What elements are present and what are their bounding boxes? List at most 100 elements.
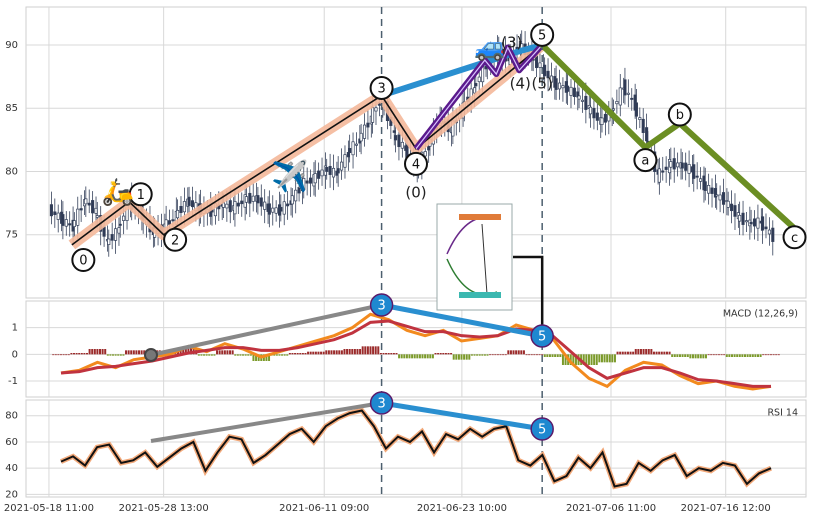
macd-histogram-bar [226,350,229,355]
macd-histogram-bar [694,354,697,359]
macd-histogram-bar [457,354,460,360]
macd-histogram-bar [366,346,369,355]
rsi-wave-marker-label: 3 [377,397,385,412]
candle-body [630,97,634,100]
wave-label: 1 [137,188,145,203]
candle-body [718,194,722,201]
macd-histogram-bar [314,351,317,355]
macd-wave-marker [369,293,394,317]
macd-histogram-bar [626,351,629,355]
macd-histogram-bar [122,354,125,356]
candle-body [374,107,378,112]
macd-histogram-bar [418,354,421,359]
wave-label-circle [369,75,394,100]
macd-histogram-bar [556,354,559,357]
macd-histogram-bar [127,350,130,355]
macd-histogram-bar [639,349,642,355]
macd-histogram-bar [697,354,700,359]
macd-histogram-bar [595,354,598,365]
macd-histogram-bar [247,354,250,356]
macd-histogram-bar [353,349,356,355]
macd-histogram-bar [333,350,336,355]
candle-body [263,201,267,210]
macd-histogram-bar [587,354,590,365]
macd-histogram-bar [465,354,468,360]
wave-label: 5 [538,28,546,43]
macd-histogram-bar [187,347,190,355]
macd-histogram-bar [520,350,523,355]
y-tick-label: 40 [5,463,18,474]
candle-body [645,127,649,142]
x-tick-label: 2021-07-06 11:00 [566,503,656,514]
macd-histogram-bar [720,354,723,356]
macd-histogram-bar [52,354,55,356]
macd-histogram-bar [569,354,572,365]
subwave-label: (3) [501,34,522,52]
candle-body [87,202,91,206]
candle-body [297,186,301,194]
wave-label: 0 [79,254,87,269]
candle-body [477,76,481,83]
wave-label-circle [633,148,658,173]
y-tick-label: -1 [8,376,18,387]
candle-body [733,205,737,217]
macd-histogram-bar [655,351,658,355]
macd-wave-marker-label: 3 [377,299,385,314]
pattern-inset-diagram [459,214,501,220]
macd-histogram-bar [75,353,78,355]
candle-body [580,99,585,102]
macd-histogram-bar [491,354,494,356]
macd-wave-marker-label: 5 [538,330,546,345]
macd-histogram-bar [600,354,603,363]
macd-histogram-bar [686,354,689,357]
macd-histogram-bar [634,349,637,355]
macd-histogram-bar [60,354,62,356]
candle-body [661,170,665,173]
macd-histogram-bar [548,354,551,357]
macd-histogram-bar [265,354,268,361]
macd-histogram-bar [182,347,185,355]
macd-histogram-bar [777,354,780,356]
candle-body [392,130,396,133]
candle-body [761,216,765,231]
macd-histogram-bar [244,354,247,356]
candle-body [56,212,60,220]
macd-histogram-bar [455,354,458,360]
macd-histogram-bar [437,353,440,355]
macd-histogram-bar [91,349,94,355]
macd-histogram-bar [65,354,68,356]
candle-body [664,166,668,170]
macd-histogram-bar [119,354,122,356]
candle-body [721,192,726,205]
macd-histogram-bar [221,350,224,355]
macd-histogram-bar [426,354,429,359]
macd-histogram-bar [317,351,320,355]
y-tick-label: 20 [5,489,18,500]
macd-histogram-bar [405,354,408,359]
macd-histogram-bar [327,350,330,355]
x-tick-label: 2021-07-16 12:00 [681,503,771,514]
candle-body [118,223,122,226]
candle-body [767,229,771,235]
subwave-line [415,44,543,150]
macd-histogram-bar [598,354,601,363]
macd-histogram-bar [346,349,349,355]
macd-histogram-bar [249,354,252,356]
candle-body [423,151,427,157]
macd-histogram-bar [658,351,661,355]
candle-body [328,165,332,175]
macd-histogram-bar [413,354,416,359]
candle-body [72,220,76,227]
macd-histogram-bar [54,354,57,356]
macd-histogram-bar [252,354,255,361]
candle-body [351,141,355,156]
macd-histogram-bar [515,350,518,355]
wave-label: c [791,231,798,246]
macd-histogram-bar [140,350,143,355]
macd-histogram-bar [109,354,112,356]
macd-histogram-bar [374,346,377,355]
wave-label-circle [404,151,428,176]
candle-body [549,75,553,83]
candle-body [569,86,573,96]
macd-histogram-bar [299,353,302,355]
